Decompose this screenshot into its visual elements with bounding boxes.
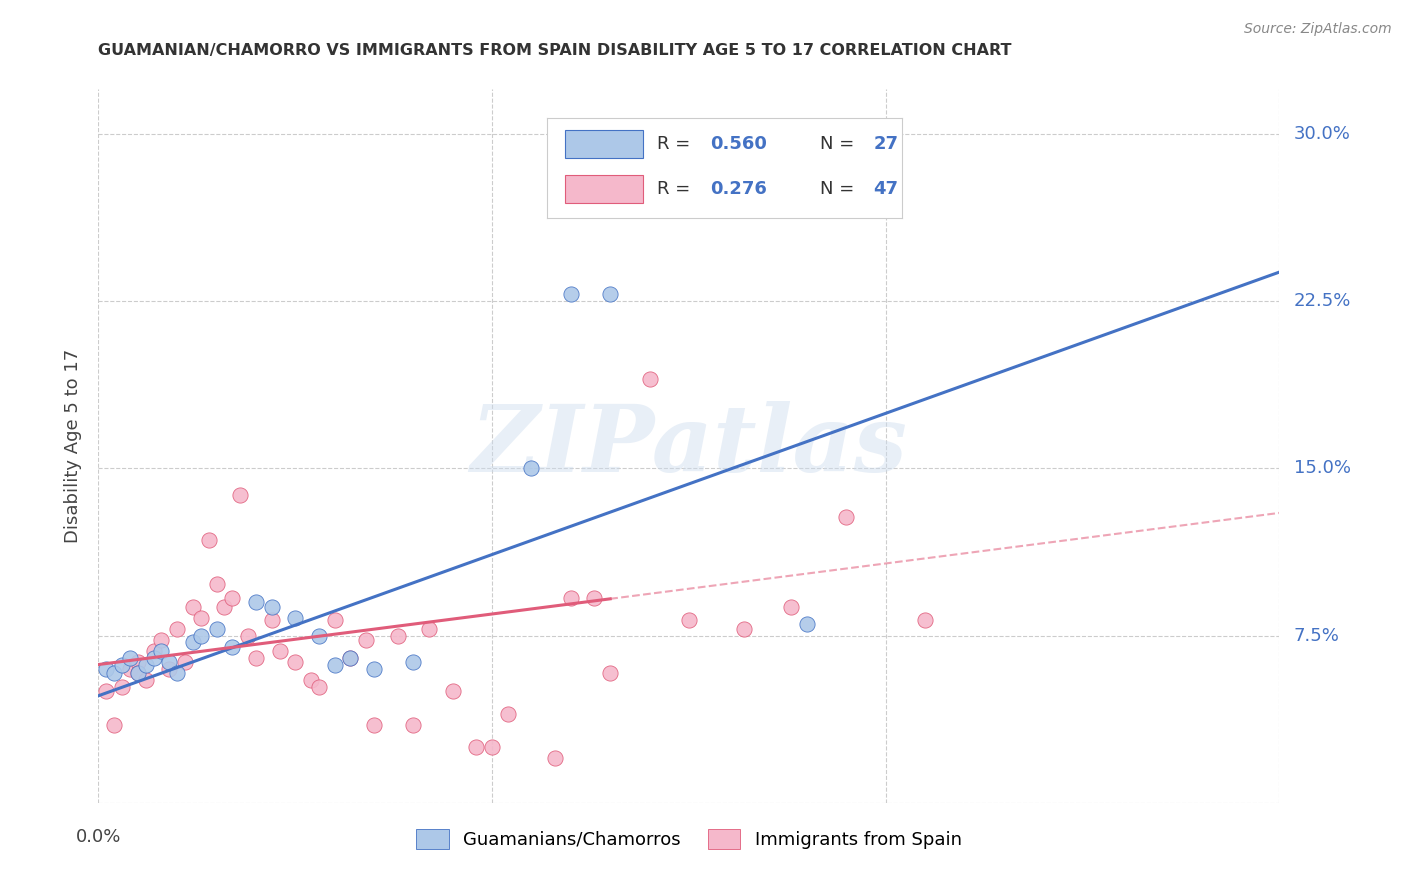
Text: 7.5%: 7.5% (1294, 626, 1340, 645)
Point (678, 613, 700, 627)
Point (245, 595, 267, 609)
Point (339, 651, 361, 665)
Point (157, 655, 180, 669)
Point (323, 613, 346, 627)
Point (96, 662, 118, 676)
Point (354, 633, 377, 648)
Point (284, 655, 307, 669)
Text: 0.0%: 0.0% (76, 828, 121, 846)
Point (402, 655, 425, 669)
Point (465, 740, 488, 755)
Point (245, 651, 267, 665)
Text: 22.5%: 22.5% (1294, 292, 1351, 310)
Point (260, 599, 283, 614)
Point (599, 666, 621, 681)
Text: GUAMANIAN/CHAMORRO VS IMMIGRANTS FROM SPAIN DISABILITY AGE 5 TO 17 CORRELATION C: GUAMANIAN/CHAMORRO VS IMMIGRANTS FROM SP… (98, 43, 1012, 58)
Point (166, 622, 188, 636)
Point (914, 613, 936, 627)
Point (308, 628, 330, 642)
Point (205, 577, 228, 591)
Point (190, 610, 212, 624)
Point (441, 684, 464, 698)
Point (284, 610, 307, 624)
Point (323, 657, 346, 672)
Point (339, 651, 361, 665)
Point (363, 662, 385, 676)
Point (135, 673, 157, 687)
Point (174, 655, 197, 669)
Point (127, 666, 149, 681)
Point (181, 635, 204, 649)
Point (796, 617, 818, 632)
Point (150, 633, 173, 648)
Point (221, 640, 243, 654)
Point (260, 613, 283, 627)
Point (190, 628, 212, 642)
Point (875, 127, 897, 141)
Text: ZIPatlas: ZIPatlas (471, 401, 907, 491)
Point (583, 591, 606, 605)
Point (111, 680, 134, 694)
Point (118, 651, 141, 665)
Point (363, 717, 385, 731)
Point (142, 644, 165, 658)
Text: 15.0%: 15.0% (1294, 459, 1351, 477)
Point (733, 622, 755, 636)
Point (599, 287, 621, 301)
Y-axis label: Disability Age 5 to 17: Disability Age 5 to 17 (65, 349, 83, 543)
Point (118, 662, 141, 676)
Text: 30.0%: 30.0% (1294, 125, 1351, 143)
Point (111, 657, 134, 672)
Point (780, 599, 803, 614)
Point (127, 666, 149, 681)
Point (181, 599, 204, 614)
Point (229, 488, 252, 502)
Point (166, 666, 188, 681)
Point (205, 622, 228, 636)
Point (236, 628, 259, 642)
Point (103, 717, 125, 731)
Point (496, 706, 519, 721)
Point (142, 651, 165, 665)
Point (269, 644, 291, 658)
Point (127, 655, 149, 669)
Point (418, 622, 440, 636)
Point (214, 599, 236, 614)
Point (481, 740, 503, 755)
Point (638, 372, 661, 386)
Legend: Guamanians/Chamorros, Immigrants from Spain: Guamanians/Chamorros, Immigrants from Sp… (408, 820, 970, 858)
Point (402, 717, 425, 731)
Point (520, 461, 543, 475)
Point (835, 510, 858, 524)
Text: Source: ZipAtlas.com: Source: ZipAtlas.com (1244, 22, 1392, 37)
Point (135, 657, 157, 672)
Point (544, 751, 567, 765)
Point (308, 680, 330, 694)
Point (96, 684, 118, 698)
Point (197, 533, 219, 547)
Point (387, 628, 409, 642)
Point (560, 591, 582, 605)
Point (150, 644, 173, 658)
Point (560, 287, 582, 301)
Point (299, 673, 322, 687)
Point (103, 666, 125, 681)
Point (221, 591, 243, 605)
Point (157, 662, 180, 676)
